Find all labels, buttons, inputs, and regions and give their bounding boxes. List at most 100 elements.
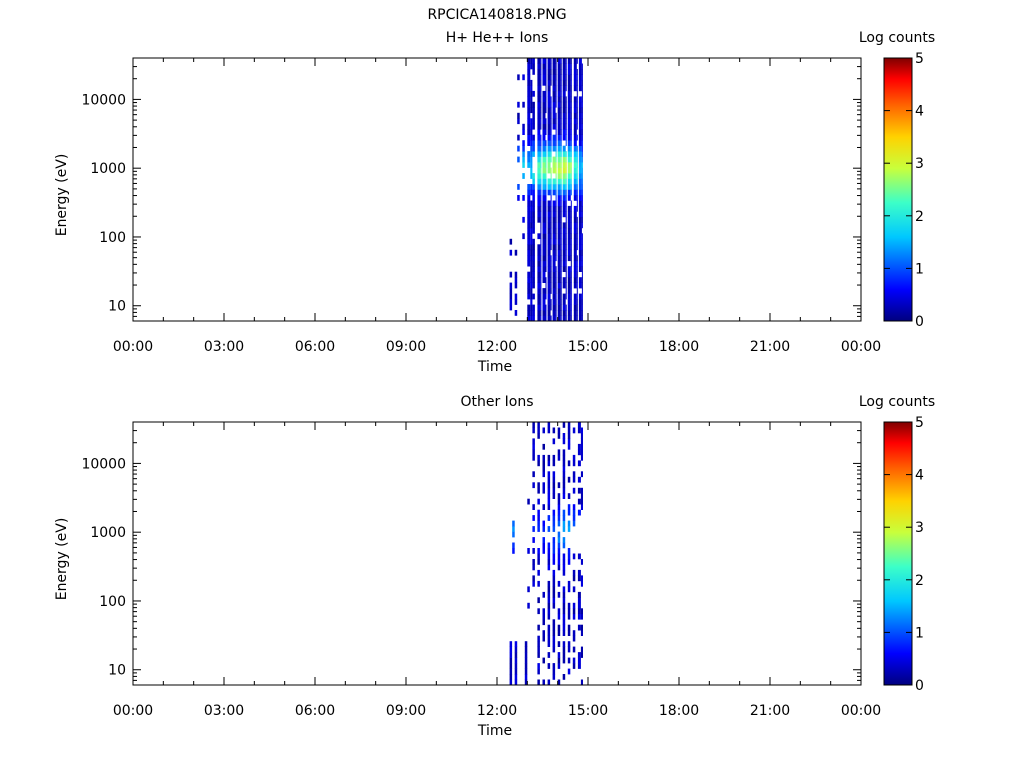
heatmap-cell xyxy=(550,151,552,157)
heatmap-cell xyxy=(532,504,535,510)
heatmap-cell xyxy=(565,63,567,70)
heatmap-cell xyxy=(545,173,547,179)
heatmap-cell xyxy=(555,238,557,245)
heatmap-cell xyxy=(547,216,551,223)
heatmap-cell xyxy=(532,422,535,428)
heatmap-cell xyxy=(527,107,531,114)
heatmap-cell xyxy=(581,85,583,92)
heatmap-cell xyxy=(562,487,566,494)
heatmap-cell xyxy=(560,244,562,251)
heatmap-cell xyxy=(562,173,566,179)
heatmap-cell xyxy=(567,646,571,653)
heatmap-cell xyxy=(573,145,577,152)
heatmap-cell xyxy=(573,216,577,223)
heatmap-cell xyxy=(567,586,571,593)
heatmap-cell xyxy=(557,580,561,587)
heatmap-cell xyxy=(532,438,535,445)
heatmap-cell xyxy=(577,509,581,516)
heatmap-cell xyxy=(552,249,556,256)
heatmap-cell xyxy=(542,69,546,75)
heatmap-cell xyxy=(580,652,583,658)
heatmap-cell xyxy=(552,310,556,316)
x-axis-label: Time xyxy=(477,723,512,739)
heatmap-cell xyxy=(581,118,583,125)
heatmap-cell xyxy=(557,304,561,311)
heatmap-cell xyxy=(547,184,551,190)
heatmap-cell xyxy=(560,293,562,300)
heatmap-cell xyxy=(578,151,582,157)
heatmap-cell xyxy=(573,107,577,114)
heatmap-cell xyxy=(565,79,567,86)
heatmap-cell xyxy=(573,277,577,283)
heatmap-cell xyxy=(581,112,583,119)
heatmap-cell xyxy=(570,85,572,92)
heatmap-cell xyxy=(562,482,566,489)
heatmap-cell xyxy=(576,227,578,234)
heatmap-cell xyxy=(530,189,533,196)
heatmap-cell xyxy=(542,58,546,64)
heatmap-cell xyxy=(578,184,582,190)
heatmap-cell xyxy=(577,553,581,560)
heatmap-cell xyxy=(532,315,535,322)
heatmap-cell xyxy=(552,178,556,185)
heatmap-cell xyxy=(540,69,542,75)
heatmap-cell xyxy=(557,433,561,439)
heatmap-cell xyxy=(580,493,583,499)
heatmap-cell xyxy=(565,222,567,229)
heatmap-cell xyxy=(537,167,541,174)
x-tick-label: 15:00 xyxy=(568,339,608,355)
heatmap-cell xyxy=(567,630,571,636)
colorbar-label: Log counts xyxy=(859,394,935,410)
colorbar-tick-label: 2 xyxy=(915,209,924,225)
heatmap-cell xyxy=(552,244,556,251)
heatmap-cell xyxy=(532,173,535,179)
heatmap-cell xyxy=(560,299,562,305)
heatmap-cell xyxy=(577,624,581,631)
heatmap-cell xyxy=(532,249,535,256)
heatmap-cell xyxy=(570,205,572,212)
heatmap-cell xyxy=(552,641,556,647)
heatmap-cell xyxy=(560,189,562,196)
heatmap-cell xyxy=(547,559,551,565)
heatmap-cells xyxy=(509,422,583,686)
heatmap-cell xyxy=(540,145,542,152)
colorbar-tick-label: 1 xyxy=(915,261,924,277)
heatmap-cell xyxy=(552,123,556,130)
heatmap-cell xyxy=(552,674,556,680)
heatmap-cell xyxy=(547,630,551,636)
heatmap-cell xyxy=(552,487,556,494)
heatmap-cell xyxy=(530,238,533,245)
heatmap-cell xyxy=(562,657,566,664)
heatmap-cell xyxy=(542,222,546,229)
heatmap-cell xyxy=(532,140,535,146)
heatmap-cell xyxy=(550,195,552,201)
heatmap-cell xyxy=(562,58,566,64)
heatmap-cell xyxy=(532,580,535,587)
heatmap-cell xyxy=(540,101,542,108)
heatmap-cell xyxy=(557,233,561,240)
heatmap-cell xyxy=(573,112,577,119)
heatmap-cell xyxy=(514,674,518,680)
y-tick-label: 10 xyxy=(108,663,126,679)
heatmap-cell xyxy=(562,222,566,229)
heatmap-cell xyxy=(572,635,576,642)
heatmap-cell xyxy=(522,151,525,157)
heatmap-cell xyxy=(576,90,578,97)
heatmap-cell xyxy=(552,438,556,445)
heatmap-cell xyxy=(570,200,572,207)
heatmap-cell xyxy=(542,630,545,636)
heatmap-cell xyxy=(567,134,571,141)
heatmap-cell xyxy=(573,255,577,262)
heatmap-cell xyxy=(580,679,583,686)
heatmap-cell xyxy=(576,260,578,267)
heatmap-cell xyxy=(552,205,556,212)
heatmap-cell xyxy=(540,310,542,316)
heatmap-cell xyxy=(547,580,551,587)
heatmap-cell xyxy=(547,205,551,212)
heatmap-cell xyxy=(567,422,571,428)
heatmap-cell xyxy=(517,101,520,108)
heatmap-cell xyxy=(532,227,535,234)
heatmap-cell xyxy=(524,641,528,647)
heatmap-cell xyxy=(560,129,562,135)
colorbar-label: Log counts xyxy=(859,30,935,46)
